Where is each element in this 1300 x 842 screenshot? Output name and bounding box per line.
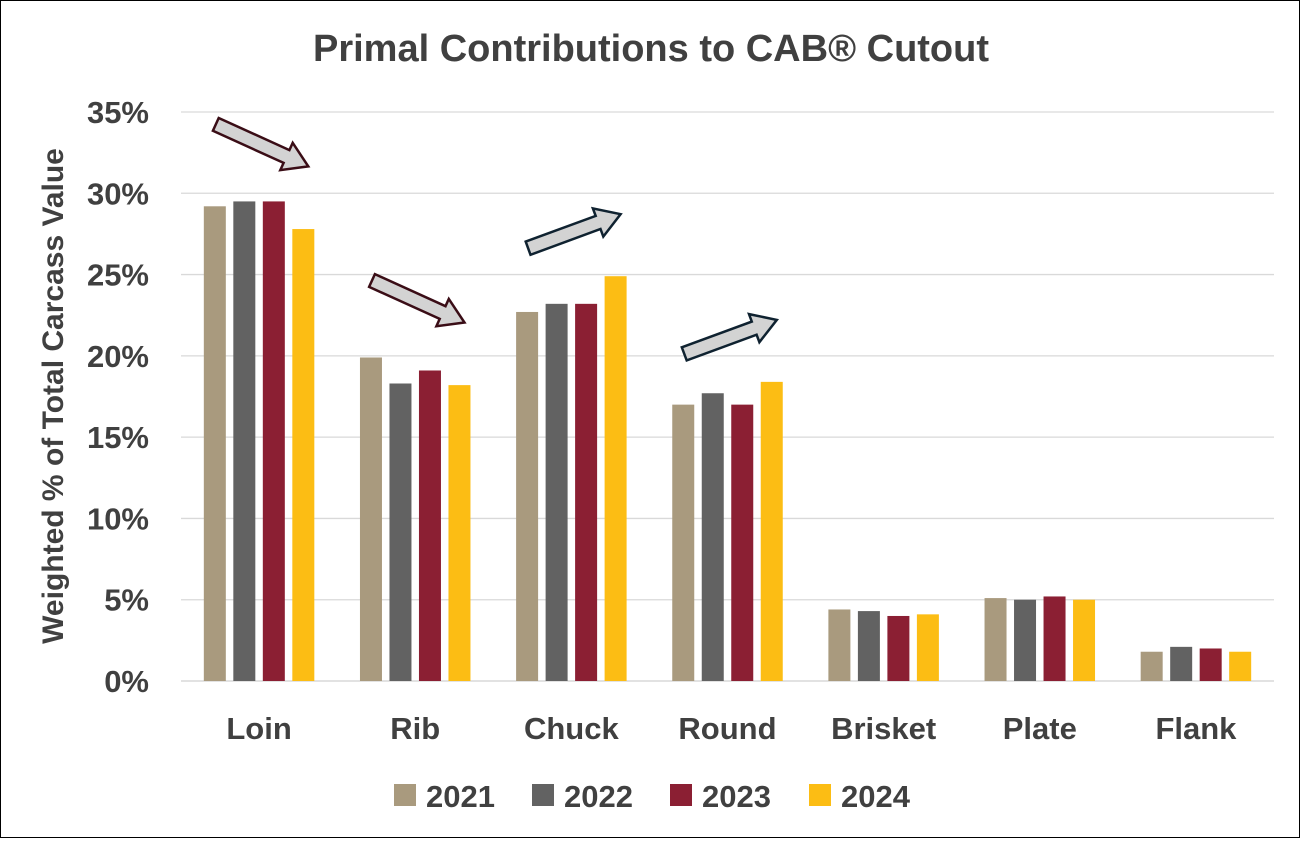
legend: 2021 2022 2023 2024	[394, 779, 911, 814]
bar-plate-2021	[984, 598, 1007, 681]
legend-label-2022: 2022	[564, 779, 633, 814]
legend-label-2021: 2021	[426, 779, 495, 814]
trend-arrow-rib	[367, 272, 467, 328]
bar-chuck-2021	[516, 311, 539, 681]
y-tick-label: 15%	[87, 420, 149, 455]
bar-chuck-2022	[545, 303, 568, 681]
x-tick-label: Chuck	[524, 711, 620, 746]
trend-arrows	[211, 116, 780, 363]
bar-round-2024	[760, 381, 783, 681]
y-tick-label: 35%	[87, 95, 149, 130]
bar-chuck-2023	[575, 303, 598, 681]
bar-rib-2023	[418, 370, 441, 681]
bar-loin-2023	[262, 201, 285, 681]
y-tick-label: 10%	[87, 501, 149, 536]
bar-brisket-2024	[916, 614, 939, 681]
bar-loin-2024	[292, 229, 315, 681]
y-tick-label: 20%	[87, 339, 149, 374]
bar-brisket-2021	[828, 609, 851, 681]
bar-round-2023	[731, 404, 754, 681]
bar-flank-2024	[1229, 651, 1252, 681]
bar-brisket-2022	[857, 611, 880, 681]
bar-flank-2023	[1199, 648, 1222, 681]
trend-arrow-round	[680, 312, 780, 363]
bar-chuck-2024	[604, 276, 627, 681]
x-tick-label: Rib	[390, 711, 440, 746]
bar-rib-2024	[448, 385, 471, 681]
trend-arrow-loin	[211, 116, 311, 172]
bar-loin-2021	[203, 206, 226, 681]
y-tick-label: 0%	[104, 664, 149, 699]
x-tick-label: Loin	[226, 711, 291, 746]
bar-plate-2022	[1014, 599, 1037, 681]
legend-label-2023: 2023	[702, 779, 771, 814]
bar-plate-2024	[1073, 599, 1096, 681]
bar-round-2022	[701, 393, 724, 681]
x-axis-ticks: Loin Rib Chuck Round Brisket Plate Flank	[226, 711, 1237, 746]
y-axis-ticks: 0% 5% 10% 15% 20% 25% 30% 35%	[87, 95, 149, 699]
gridlines	[181, 111, 1274, 682]
legend-swatch-2024	[809, 784, 831, 806]
bar-rib-2022	[389, 383, 412, 681]
bar-loin-2022	[233, 201, 256, 681]
bar-brisket-2023	[887, 615, 910, 681]
y-tick-label: 5%	[104, 583, 149, 618]
x-tick-label: Flank	[1155, 711, 1237, 746]
legend-swatch-2021	[394, 784, 416, 806]
bar-rib-2021	[359, 357, 382, 681]
bar-flank-2022	[1170, 646, 1193, 681]
chart-title: Primal Contributions to CAB® Cutout	[313, 28, 989, 70]
bar-plate-2023	[1043, 596, 1066, 681]
x-tick-label: Brisket	[831, 711, 936, 746]
x-tick-label: Plate	[1003, 711, 1077, 746]
legend-swatch-2023	[670, 784, 692, 806]
bar-round-2021	[672, 404, 695, 681]
legend-swatch-2022	[532, 784, 554, 806]
y-tick-label: 25%	[87, 258, 149, 293]
y-axis-label: Weighted % of Total Carcass Value	[37, 148, 70, 644]
y-tick-label: 30%	[87, 176, 149, 211]
bars	[203, 201, 1252, 681]
legend-label-2024: 2024	[841, 779, 911, 814]
x-tick-label: Round	[678, 711, 776, 746]
bar-flank-2021	[1140, 651, 1163, 681]
trend-arrow-chuck	[524, 206, 623, 257]
